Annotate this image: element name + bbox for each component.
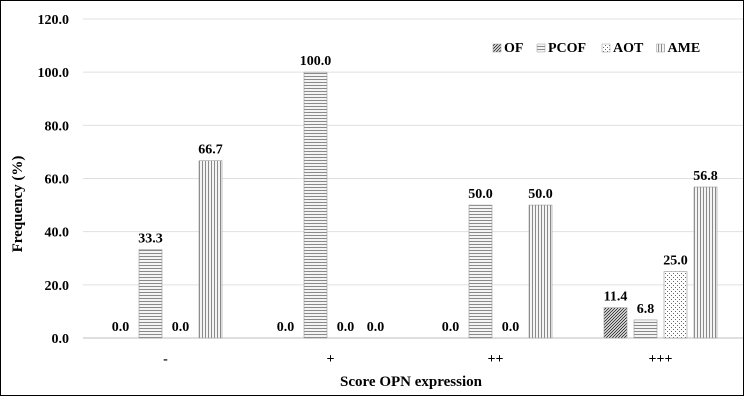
data-label: 50.0 (528, 187, 553, 202)
data-label: 0.0 (112, 320, 130, 335)
y-tick-label: 0.0 (52, 332, 70, 347)
y-tick-label: 20.0 (45, 279, 70, 294)
y-axis-title: Frequency (%) (10, 156, 26, 253)
data-label: 0.0 (337, 320, 355, 335)
y-tick-label: 100.0 (38, 66, 70, 81)
data-label: 66.7 (198, 143, 223, 158)
data-label: 0.0 (502, 320, 520, 335)
data-label: 25.0 (663, 254, 688, 269)
x-tick-label: + (327, 352, 335, 367)
legend-label: PCOF (548, 41, 586, 56)
data-label: 6.8 (637, 302, 655, 317)
data-label: 50.0 (468, 187, 493, 202)
legend-label: OF (504, 41, 523, 56)
bar-ame (693, 186, 718, 339)
legend: OF PCOF AOT AME (492, 41, 701, 56)
legend-swatch (492, 43, 502, 53)
bar-pcof (468, 204, 493, 339)
legend-label: AOT (613, 41, 644, 56)
data-label: 100.0 (300, 54, 332, 69)
gridlines (83, 18, 743, 339)
y-tick-label: 60.0 (45, 173, 70, 188)
x-axis-ticks: - + ++ +++ (163, 352, 672, 367)
legend-swatch (601, 43, 611, 53)
legend-label: AME (668, 41, 701, 56)
data-label: 33.3 (138, 231, 163, 246)
data-label: 0.0 (172, 320, 190, 335)
x-axis-title: Score OPN expression (340, 374, 483, 390)
data-label: 11.4 (604, 290, 628, 305)
x-tick-label: +++ (649, 352, 673, 367)
bar-pcof (633, 319, 658, 339)
data-label: 0.0 (367, 320, 385, 335)
x-tick-label: - (163, 352, 168, 367)
y-tick-label: 80.0 (45, 119, 70, 134)
legend-swatch (656, 43, 665, 53)
bars (138, 71, 718, 339)
y-tick-label: 120.0 (38, 13, 70, 28)
x-tick-label: ++ (488, 352, 504, 367)
data-label: 0.0 (442, 320, 460, 335)
bar-ame (528, 204, 553, 339)
legend-swatch (536, 43, 546, 53)
bar-aot (663, 271, 688, 339)
data-labels: 0.0 33.3 0.0 66.7 0.0 100.0 0.0 0.0 0.0 50.0 0.0 50… (112, 54, 718, 335)
y-tick-label: 40.0 (45, 226, 70, 241)
y-axis-ticks: 0.0 20.0 40.0 60.0 80.0 100.0 120.0 (38, 13, 70, 347)
data-label: 56.8 (693, 169, 718, 184)
bar-ame (198, 160, 223, 339)
data-label: 0.0 (277, 320, 295, 335)
bar-pcof (303, 71, 328, 339)
bar-pcof (138, 249, 163, 339)
bar-of (603, 307, 628, 339)
